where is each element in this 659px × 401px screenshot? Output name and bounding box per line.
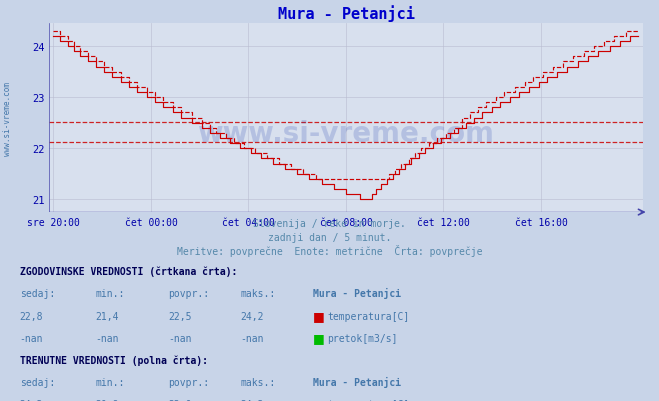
Text: povpr.:: povpr.: [168,289,209,299]
Text: -nan: -nan [241,333,264,343]
Text: -nan: -nan [168,333,192,343]
Text: 24,2: 24,2 [241,311,264,321]
Text: temperatura[C]: temperatura[C] [328,399,410,401]
Text: pretok[m3/s]: pretok[m3/s] [328,333,398,343]
Text: www.si-vreme.com: www.si-vreme.com [198,119,494,147]
Text: 22,5: 22,5 [168,311,192,321]
Text: ZGODOVINSKE VREDNOSTI (črtkana črta):: ZGODOVINSKE VREDNOSTI (črtkana črta): [20,266,237,277]
Text: 22,0: 22,0 [168,399,192,401]
Text: 24,2: 24,2 [20,399,43,401]
Text: TRENUTNE VREDNOSTI (polna črta):: TRENUTNE VREDNOSTI (polna črta): [20,354,208,365]
Text: Meritve: povprečne  Enote: metrične  Črta: povprečje: Meritve: povprečne Enote: metrične Črta:… [177,245,482,257]
Text: -nan: -nan [96,333,119,343]
Text: 20,9: 20,9 [96,399,119,401]
Text: Mura - Petanjci: Mura - Petanjci [313,376,401,387]
Text: ■: ■ [313,331,325,344]
Text: www.si-vreme.com: www.si-vreme.com [3,81,13,155]
Text: ■: ■ [313,309,325,322]
Text: povpr.:: povpr.: [168,377,209,387]
Title: Mura - Petanjci: Mura - Petanjci [277,5,415,22]
Text: Mura - Petanjci: Mura - Petanjci [313,288,401,299]
Text: min.:: min.: [96,377,125,387]
Text: 24,2: 24,2 [241,399,264,401]
Text: 22,8: 22,8 [20,311,43,321]
Text: zadnji dan / 5 minut.: zadnji dan / 5 minut. [268,233,391,243]
Text: -nan: -nan [20,333,43,343]
Text: ■: ■ [313,397,325,401]
Text: maks.:: maks.: [241,377,275,387]
Text: temperatura[C]: temperatura[C] [328,311,410,321]
Text: maks.:: maks.: [241,289,275,299]
Text: sedaj:: sedaj: [20,377,55,387]
Text: 21,4: 21,4 [96,311,119,321]
Text: Slovenija / reke in morje.: Slovenija / reke in morje. [253,219,406,229]
Text: sedaj:: sedaj: [20,289,55,299]
Text: min.:: min.: [96,289,125,299]
